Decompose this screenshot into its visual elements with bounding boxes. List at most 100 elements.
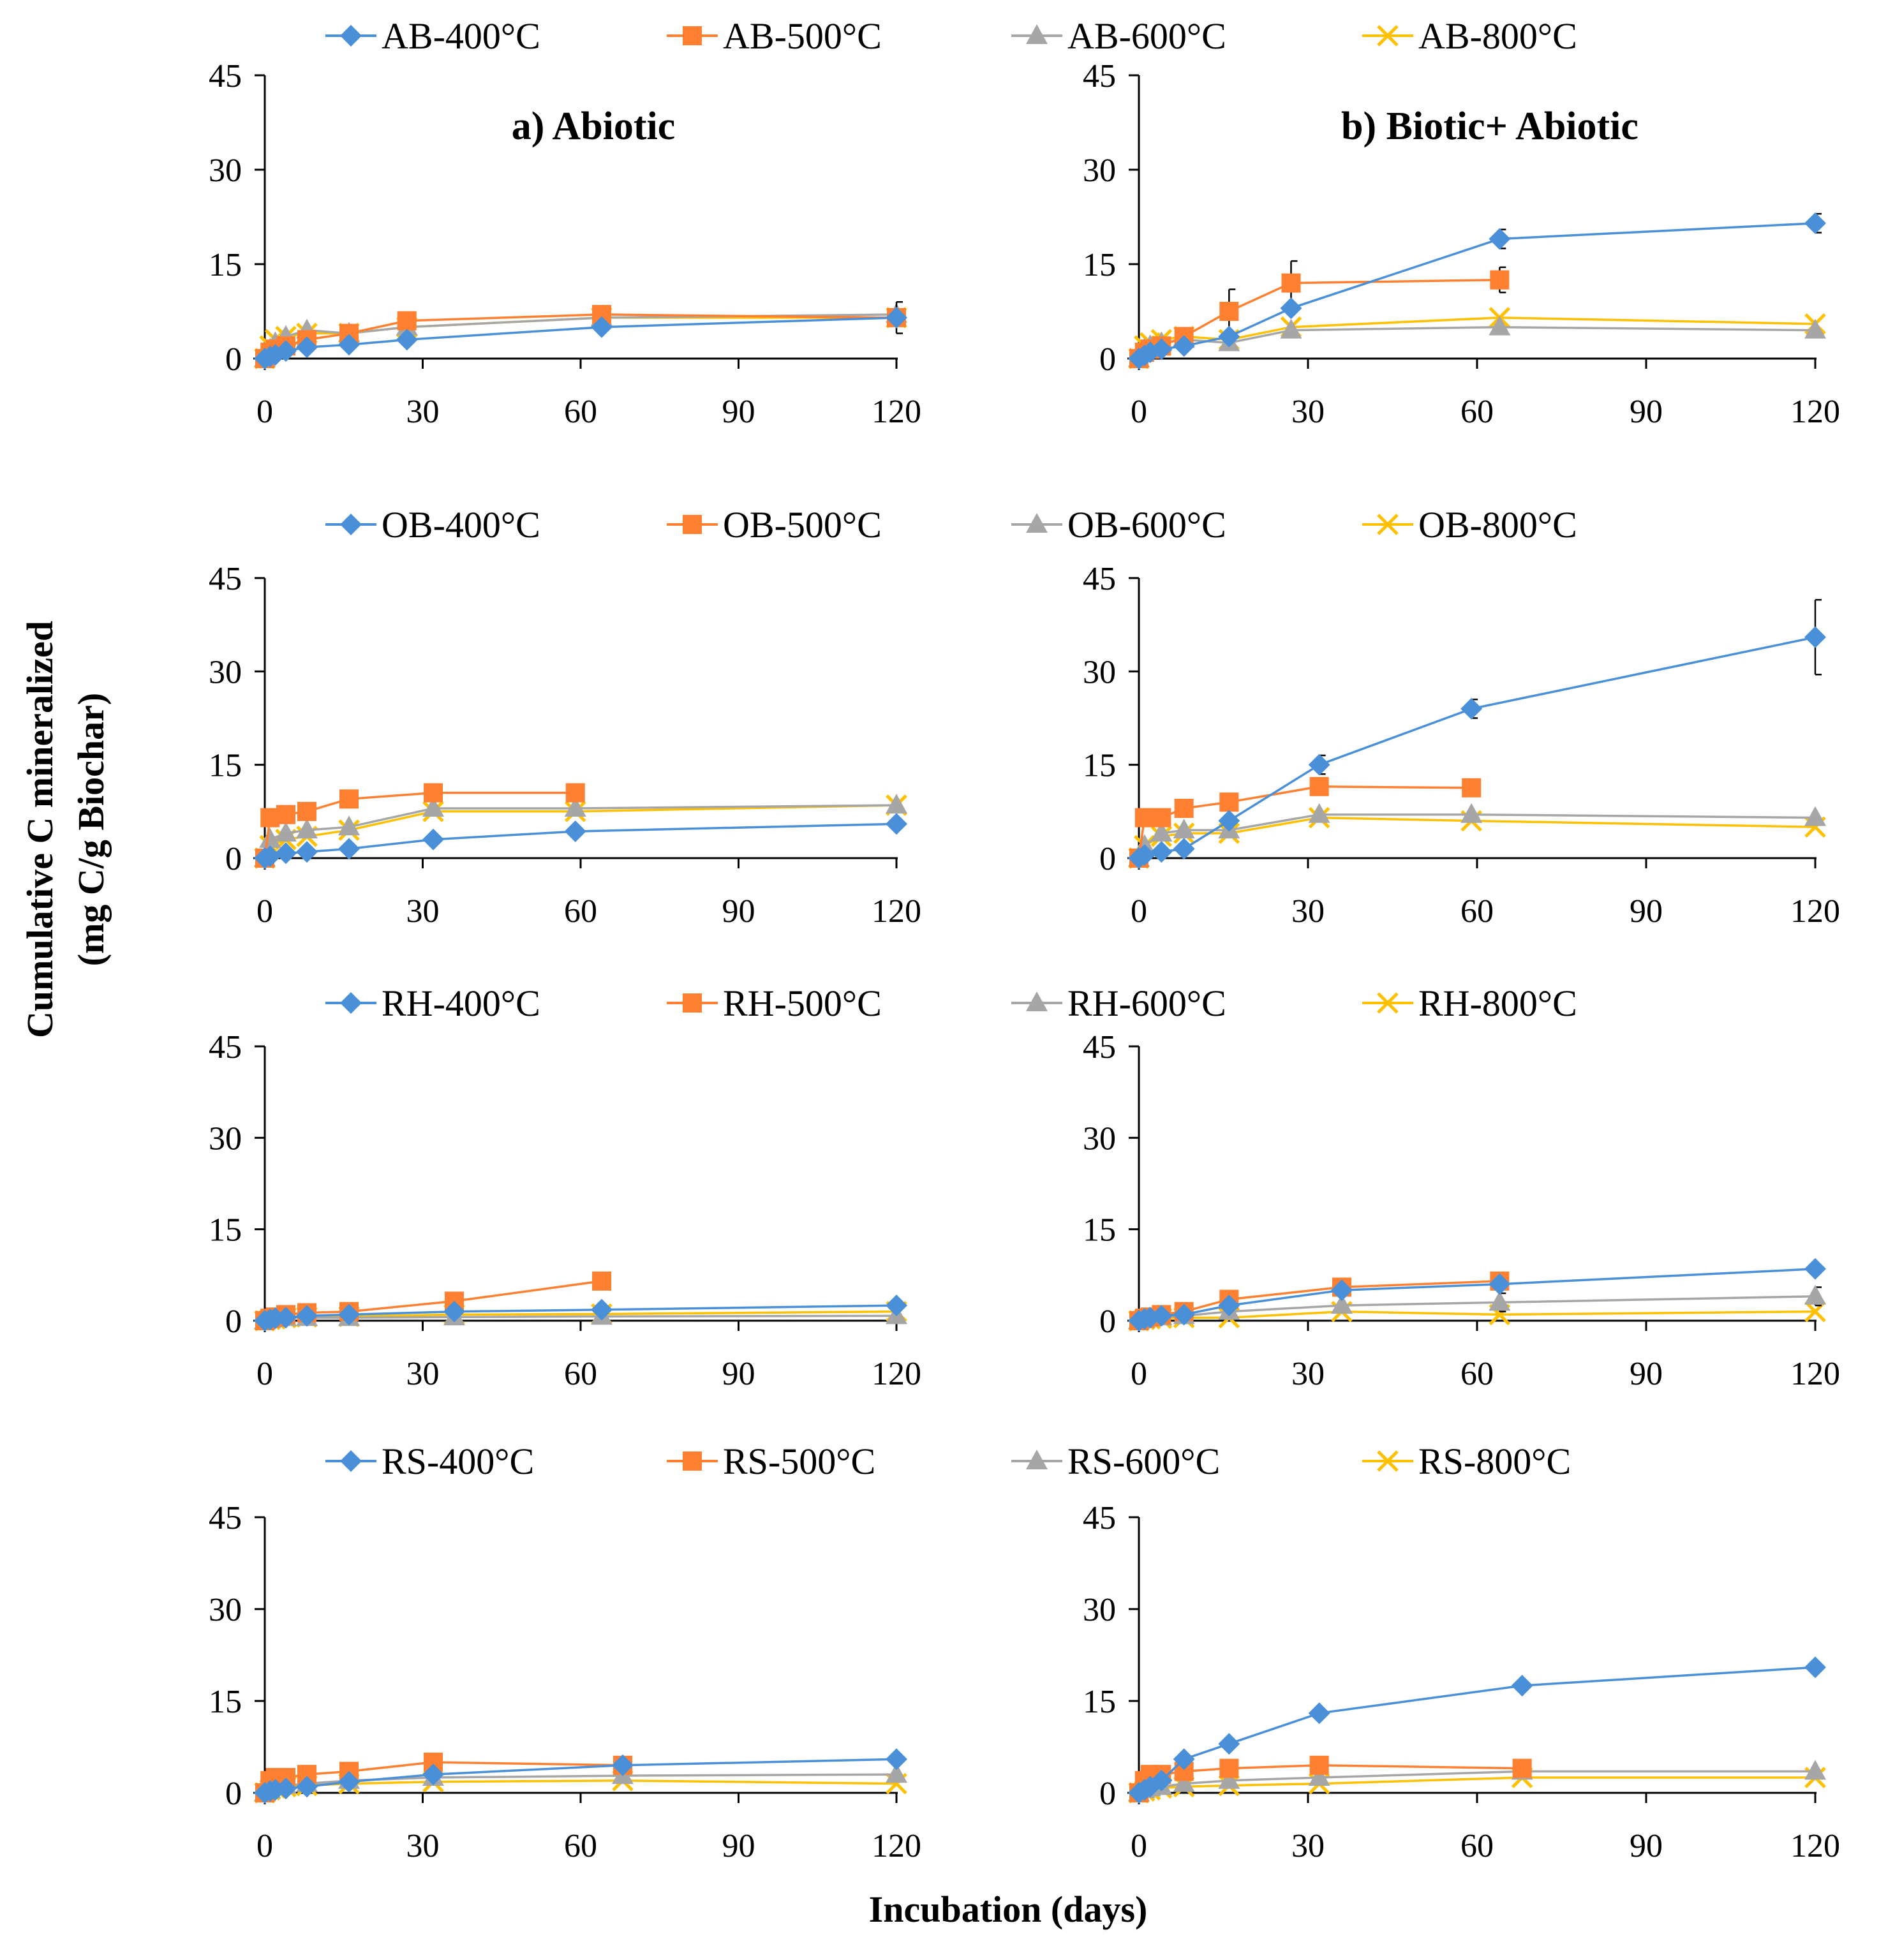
legend-item: RS-500°C — [667, 1441, 875, 1482]
x-tick-label: 120 — [1790, 893, 1840, 930]
data-point — [1804, 1656, 1826, 1679]
legend-item: RS-600°C — [1011, 1441, 1220, 1482]
chart-panel: 0 15 30 45 0 30 60 90 120 — [1083, 1029, 1840, 1392]
data-point — [296, 841, 318, 863]
y-tick-label: 30 — [1083, 654, 1116, 690]
data-point — [591, 316, 613, 338]
y-tick-label: 15 — [1083, 1684, 1116, 1720]
data-point — [1150, 338, 1173, 360]
legend-row: RS-400°C RS-500°C RS-600°C RS-800°C — [325, 1441, 1571, 1482]
data-point — [1150, 1769, 1173, 1792]
data-point — [296, 819, 318, 839]
data-point — [275, 340, 297, 362]
y-tick-label: 30 — [209, 152, 242, 189]
series-line — [264, 316, 896, 359]
legend-item: RH-600°C — [1011, 983, 1226, 1024]
legend-label: OB-500°C — [723, 504, 882, 546]
x-tick-label: 0 — [1131, 893, 1147, 930]
data-point — [886, 1748, 907, 1771]
legend-item: RH-400°C — [325, 983, 540, 1024]
data-point — [297, 801, 316, 821]
data-point — [1511, 1675, 1533, 1696]
x-tick-label: 30 — [406, 1828, 440, 1864]
data-point — [1134, 808, 1154, 828]
data-point — [1308, 1766, 1330, 1786]
x-tick-label: 120 — [1790, 394, 1840, 430]
data-point — [1331, 1279, 1353, 1302]
y-tick-label: 15 — [1083, 1212, 1116, 1249]
data-point — [886, 794, 907, 814]
data-point — [1281, 273, 1301, 293]
data-point — [1218, 325, 1240, 348]
y-tick-label: 0 — [1099, 1303, 1116, 1340]
data-point — [1173, 335, 1195, 357]
x-tick-label: 90 — [722, 394, 755, 430]
data-point — [1218, 1295, 1240, 1317]
data-point — [422, 828, 444, 850]
x-tick-label: 0 — [256, 1356, 273, 1392]
legend-item: RS-800°C — [1362, 1441, 1571, 1482]
series-line — [1138, 1770, 1815, 1794]
data-point — [1173, 1772, 1195, 1792]
data-point — [591, 1298, 613, 1321]
series-line — [1138, 1666, 1816, 1794]
data-point — [296, 1776, 318, 1798]
y-tick-label: 30 — [209, 1592, 242, 1628]
data-point — [886, 1763, 907, 1783]
y-tick-label: 45 — [1083, 561, 1116, 597]
y-tick-label: 45 — [1083, 1029, 1116, 1065]
y-tick-label: 30 — [1083, 152, 1116, 189]
legend-label: RS-400°C — [382, 1441, 534, 1482]
x-tick-label: 0 — [1131, 394, 1147, 430]
data-point — [1173, 838, 1195, 860]
data-point — [1173, 1748, 1195, 1771]
y-tick-label: 45 — [209, 1029, 242, 1065]
y-tick-label: 45 — [209, 58, 242, 94]
data-point — [1490, 270, 1510, 290]
x-tick-label: 120 — [872, 893, 921, 930]
data-point — [886, 813, 907, 835]
data-point — [275, 821, 297, 842]
x-tick-label: 60 — [1460, 1828, 1494, 1864]
chart-panel: 0 15 30 45 0 30 60 90 120 — [209, 1029, 921, 1392]
x-tick-label: 30 — [1291, 1828, 1325, 1864]
legend-label: RS-800°C — [1418, 1441, 1571, 1482]
legend-label: RS-500°C — [723, 1441, 875, 1482]
series-line — [1138, 1310, 1816, 1322]
x-tick-label: 120 — [1790, 1828, 1840, 1864]
legend-label: RH-400°C — [382, 983, 540, 1024]
data-point — [1174, 798, 1194, 818]
x-tick-label: 60 — [1460, 893, 1494, 930]
data-point — [564, 820, 586, 843]
series — [1128, 1258, 1826, 1332]
legend-item: OB-500°C — [667, 504, 882, 546]
data-point — [1308, 1702, 1330, 1725]
data-point — [338, 1771, 360, 1793]
x-tick-label: 60 — [564, 1828, 597, 1864]
data-point — [1804, 806, 1826, 826]
data-point — [1173, 819, 1195, 839]
y-tick-label: 15 — [209, 247, 242, 283]
series-line — [1138, 316, 1816, 359]
legend-label: RH-500°C — [723, 983, 882, 1024]
data-point — [564, 796, 586, 817]
x-tick-label: 30 — [406, 893, 440, 930]
data-point — [1489, 1291, 1511, 1311]
legend-marker — [1026, 513, 1048, 533]
legend-label: AB-400°C — [382, 15, 540, 57]
legend-marker — [1377, 514, 1399, 535]
legend-item: RS-400°C — [325, 1441, 534, 1482]
data-point — [1219, 1758, 1239, 1778]
legend-label: RH-600°C — [1067, 983, 1226, 1024]
series — [1128, 598, 1826, 869]
x-tick-label: 0 — [256, 893, 273, 930]
legend-marker — [1377, 992, 1399, 1014]
series — [1129, 1755, 1532, 1802]
y-tick-label: 45 — [1083, 1500, 1116, 1536]
x-tick-label: 30 — [1291, 893, 1325, 930]
legend-item: RH-500°C — [667, 983, 882, 1024]
legend-marker — [340, 1450, 362, 1472]
data-point — [275, 1778, 297, 1800]
y-tick-label: 30 — [1083, 1120, 1116, 1157]
data-point — [1218, 1733, 1240, 1755]
